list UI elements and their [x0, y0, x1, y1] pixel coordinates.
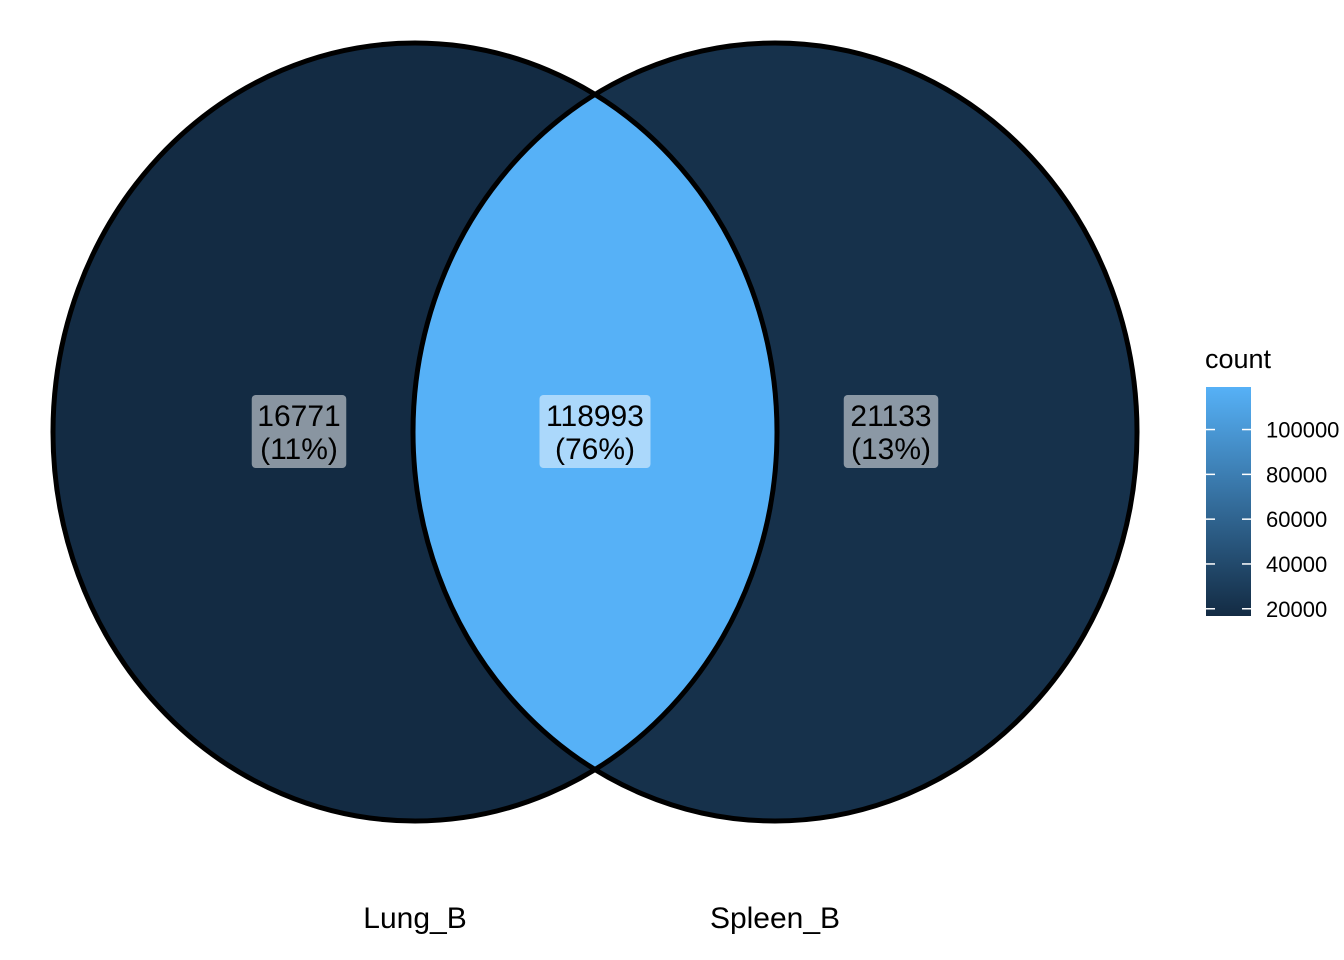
region-count-label: 21133 — [850, 400, 931, 433]
venn-outlines — [50, 40, 1140, 824]
legend-title: count — [1205, 344, 1272, 374]
region-label-spleen-b: 21133(13%) — [843, 395, 939, 468]
set-outline-lung-b — [50, 40, 780, 824]
region-labels: 16771(11%) 118993(76%) 21133(13%) — [251, 395, 939, 468]
region-label-lung-b-and-spleen-b: 118993(76%) — [539, 395, 651, 468]
legend-colorbar — [1206, 387, 1251, 616]
legend-tick-label: 80000 — [1266, 462, 1327, 487]
set-labels: Lung_B Spleen_B — [363, 902, 840, 935]
region-label-box — [251, 395, 347, 468]
set-label-lung-b: Lung_B — [363, 902, 466, 935]
legend-tick-label: 40000 — [1266, 552, 1327, 577]
legend-tick-label: 60000 — [1266, 507, 1327, 532]
region-count-label: 118993 — [546, 400, 644, 433]
region-label-box — [843, 395, 939, 468]
set-label-spleen-b: Spleen_B — [710, 902, 840, 935]
set-outline-spleen-b — [410, 40, 1140, 824]
region-percent-label: (11%) — [260, 433, 338, 466]
region-label-lung-b: 16771(11%) — [251, 395, 347, 468]
legend-tick-label: 100000 — [1266, 418, 1339, 443]
region-count-label: 16771 — [257, 400, 340, 433]
legend: count 20000 40000 60000 80000 100000 — [1205, 344, 1339, 622]
region-percent-label: (76%) — [555, 433, 635, 466]
region-label-box — [539, 395, 651, 468]
legend-tick-label: 20000 — [1266, 597, 1327, 622]
region-percent-label: (13%) — [851, 433, 931, 466]
